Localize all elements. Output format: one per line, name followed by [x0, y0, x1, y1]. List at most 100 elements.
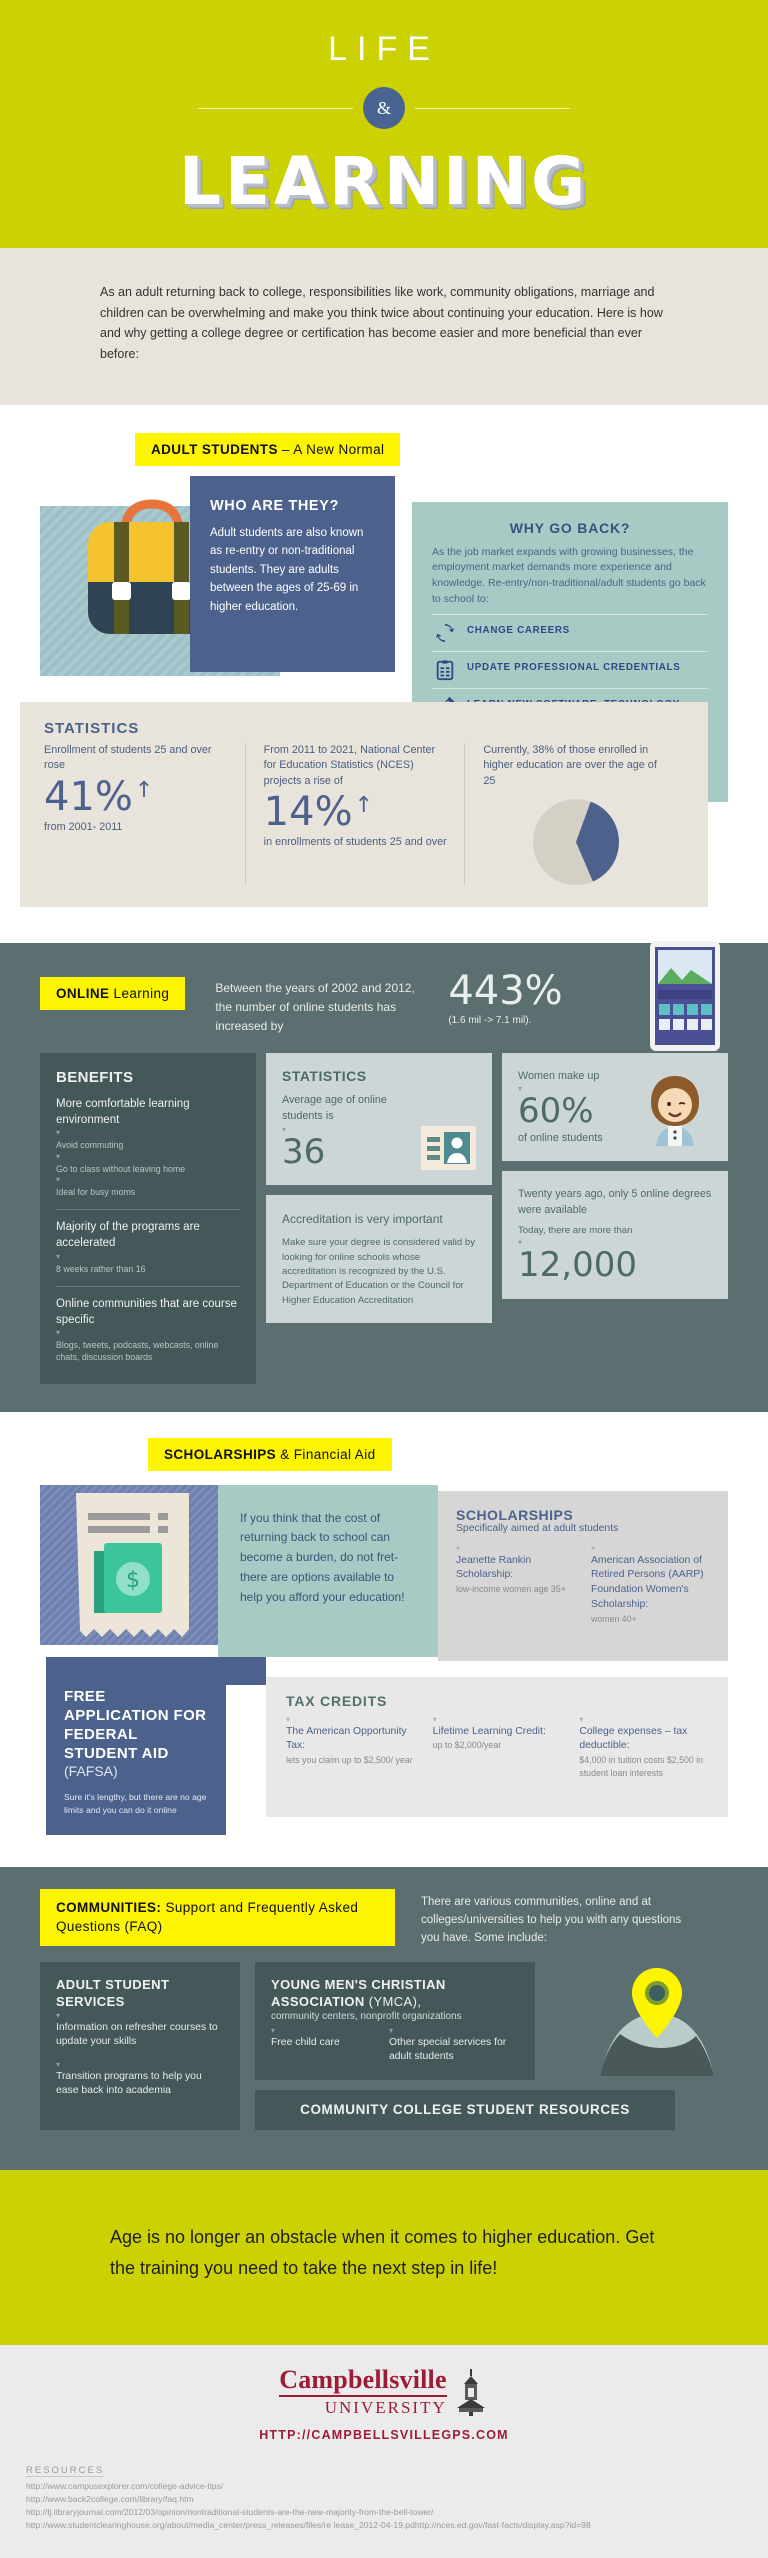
scholarship-item-aarp: ▾ American Association of Retired Person…: [591, 1544, 710, 1625]
card2-title-rest: (YMCA),: [364, 1993, 422, 2009]
benefit-sub: Go to class without leaving home: [56, 1163, 186, 1174]
caret-down-icon: ▾: [518, 1238, 523, 1248]
accreditation-body: Make sure your degree is considered vali…: [282, 1237, 476, 1306]
card1-item: Information on refresher courses to upda…: [56, 2021, 218, 2048]
benefit-group: Online communities that are course speci…: [56, 1296, 240, 1364]
resources-block: RESOURCES http://www.campusexplorer.com/…: [0, 2442, 768, 2532]
online-blurb: Between the years of 2002 and 2012, the …: [215, 981, 415, 1033]
resource-link[interactable]: http://www.campusexplorer.com/college-ad…: [26, 2481, 224, 2492]
caret-down-icon: ▾: [432, 1714, 437, 1724]
divider-left: [198, 107, 353, 109]
resources-title: RESOURCES: [26, 2465, 105, 2478]
stat-top-text: Enrollment of students 25 and over rose: [44, 743, 212, 772]
tax-item-name: Lifetime Learning Credit:: [432, 1725, 546, 1737]
card1-item: Transition programs to help you ease bac…: [56, 2070, 202, 2097]
scholarship-item-jeanette-rankin: ▾ Jeanette Rankin Scholarship: low-incom…: [456, 1544, 575, 1625]
online-degrees-card: Twenty years ago, only 5 online degrees …: [502, 1171, 728, 1299]
adult-stats-title: STATISTICS: [44, 719, 140, 737]
accreditation-card: Accreditation is very important Make sur…: [266, 1195, 492, 1324]
women-value: 60%: [518, 1091, 594, 1132]
tax-title: TAX CREDITS: [286, 1692, 388, 1709]
fafsa-row: FREE APPLICATION FOR FEDERAL STUDENT AID…: [0, 1668, 768, 1837]
tax-item-desc: up to $2,000/year: [432, 1740, 502, 1751]
women-label: Women make up: [518, 1070, 600, 1083]
adult-tag-bold: ADULT STUDENTS: [151, 441, 278, 457]
who-body: Adult students are also known as re-entr…: [210, 526, 364, 614]
fafsa-title: FREE APPLICATION FOR FEDERAL STUDENT AID: [64, 1687, 207, 1763]
women-percentage-card: Women make up ▾ 60% of online students: [502, 1053, 728, 1162]
map-location-illustration: [600, 1967, 714, 2076]
degrees-line1: Twenty years ago, only 5 online degrees …: [518, 1188, 712, 1217]
ymca-card: YOUNG MEN'S CHRISTIAN ASSOCIATION (YMCA)…: [255, 1961, 535, 2080]
intro-paragraph: As an adult returning back to college, r…: [100, 285, 663, 361]
footer-section: Campbellsville UNIVERSITY HTTP://CAMPBEL…: [0, 2344, 768, 2558]
stat-bottom-text: from 2001- 2011: [44, 820, 123, 833]
benefit-sub: Avoid commuting: [56, 1140, 124, 1151]
sch-items-row: ▾ Jeanette Rankin Scholarship: low-incom…: [456, 1544, 710, 1625]
benefit-sub: Ideal for busy moms: [56, 1187, 136, 1198]
benefit-group: More comfortable learning environment ▾ …: [56, 1096, 240, 1198]
hero-banner: LIFE & LEARNING: [0, 0, 768, 248]
why-item-update-credentials: UPDATE PROFESSIONAL CREDENTIALS: [432, 650, 708, 688]
clipboard-icon: [436, 659, 454, 680]
tax-item-desc: $4,000 in tuition costs $2,500 in studen…: [579, 1755, 704, 1778]
online-statistics-card: STATISTICS Average age of online student…: [266, 1053, 492, 1186]
card2-items-row: ▾ Free child care ▾ Other special servic…: [271, 2026, 519, 2065]
community-college-resources-card: COMMUNITY COLLEGE STUDENT RESOURCES: [255, 2089, 675, 2130]
women-block: Women make up ▾ 60% of online students: [518, 1068, 603, 1146]
stat-column-enrollment: Enrollment of students 25 and over rose …: [44, 743, 245, 886]
id-line: [426, 1154, 440, 1160]
why-item-change-careers: CHANGE CAREERS: [432, 613, 708, 651]
online-tag-bold: ONLINE: [56, 986, 110, 1002]
caret-down-icon: ▾: [56, 2059, 61, 2069]
tax-item-american-opportunity: ▾ The American Opportunity Tax: lets you…: [286, 1715, 415, 1780]
card3-title: COMMUNITY COLLEGE STUDENT RESOURCES: [300, 2102, 630, 2118]
caret-down-icon: ▾: [56, 1128, 61, 1138]
communities-blurb: There are various communities, online an…: [421, 1895, 682, 1945]
stat-column-pie: Currently, 38% of those enrolled in high…: [464, 742, 684, 886]
card2-note: community centers, nonprofit organizatio…: [271, 2010, 462, 2022]
avg-age-label: Average age of online students is: [282, 1094, 387, 1123]
closing-text: Age is no longer an obstacle when it com…: [110, 2226, 655, 2279]
online-stats-title: STATISTICS: [282, 1068, 367, 1085]
caret-down-icon: ▾: [271, 2025, 276, 2035]
divider: [56, 1209, 240, 1211]
up-arrow-icon: ↑: [354, 793, 374, 819]
caret-down-icon: ▾: [389, 2025, 394, 2035]
card2-item: Free child care: [271, 2036, 340, 2048]
online-middle-column: STATISTICS Average age of online student…: [266, 1053, 492, 1383]
online-tag-rest: Learning: [109, 986, 170, 1002]
resource-link[interactable]: http://www.back2college.com/library/faq.…: [26, 2493, 194, 2504]
sch-item-name: Jeanette Rankin Scholarship:: [456, 1554, 532, 1581]
bell-tower-icon: [456, 2369, 485, 2417]
sch-item-desc: low-income women age 35+: [456, 1584, 566, 1595]
who-are-they-card: WHO ARE THEY? Adult students are also kn…: [190, 475, 395, 672]
avg-age-value: 36: [282, 1131, 326, 1172]
intro-section: As an adult returning back to college, r…: [0, 248, 768, 405]
resource-link[interactable]: http://lj.libraryjournal.com/2012/03/opi…: [26, 2506, 434, 2517]
id-line: [426, 1145, 440, 1151]
website-url[interactable]: HTTP://CAMPBELLSVILLEGPS.COM: [259, 2428, 509, 2443]
women-sub: of online students: [518, 1132, 603, 1145]
sch-list-subtitle: Specifically aimed at adult students: [456, 1522, 619, 1534]
stat-big-number-41: 41% ↑: [44, 776, 229, 818]
adult-stats-columns: Enrollment of students 25 and over rose …: [44, 742, 684, 886]
hero-ampersand-row: &: [0, 87, 768, 129]
women-row: Women make up ▾ 60% of online students: [518, 1068, 712, 1147]
resource-link[interactable]: http://www.studentclearinghouse.org/abou…: [26, 2519, 591, 2530]
online-cards-grid: BENEFITS More comfortable learning envir…: [0, 1053, 768, 1384]
communities-grid: ADULT STUDENT SERVICES ▾ Information on …: [0, 1961, 768, 2142]
why-label: UPDATE PROFESSIONAL CREDENTIALS: [467, 661, 681, 673]
scholarships-blurb: If you think that the cost of returning …: [240, 1510, 405, 1604]
stat-top-text: Currently, 38% of those enrolled in high…: [483, 743, 657, 787]
logo-subtitle: UNIVERSITY: [324, 2397, 447, 2417]
caret-down-icon: ▾: [56, 1251, 61, 1261]
why-title: WHY GO BACK?: [509, 519, 631, 536]
online-right-column: Women make up ▾ 60% of online students: [502, 1053, 728, 1383]
caret-down-icon: ▾: [456, 1543, 461, 1553]
scholarships-row: $ If you think that the cost of returnin…: [0, 1479, 768, 1685]
avg-age-row: Average age of online students is ▾ 36: [282, 1092, 476, 1171]
avg-age-block: Average age of online students is ▾ 36: [282, 1092, 421, 1170]
benefits-title: BENEFITS: [56, 1069, 134, 1087]
comm-tag-bold: COMMUNITIES:: [56, 1899, 162, 1915]
